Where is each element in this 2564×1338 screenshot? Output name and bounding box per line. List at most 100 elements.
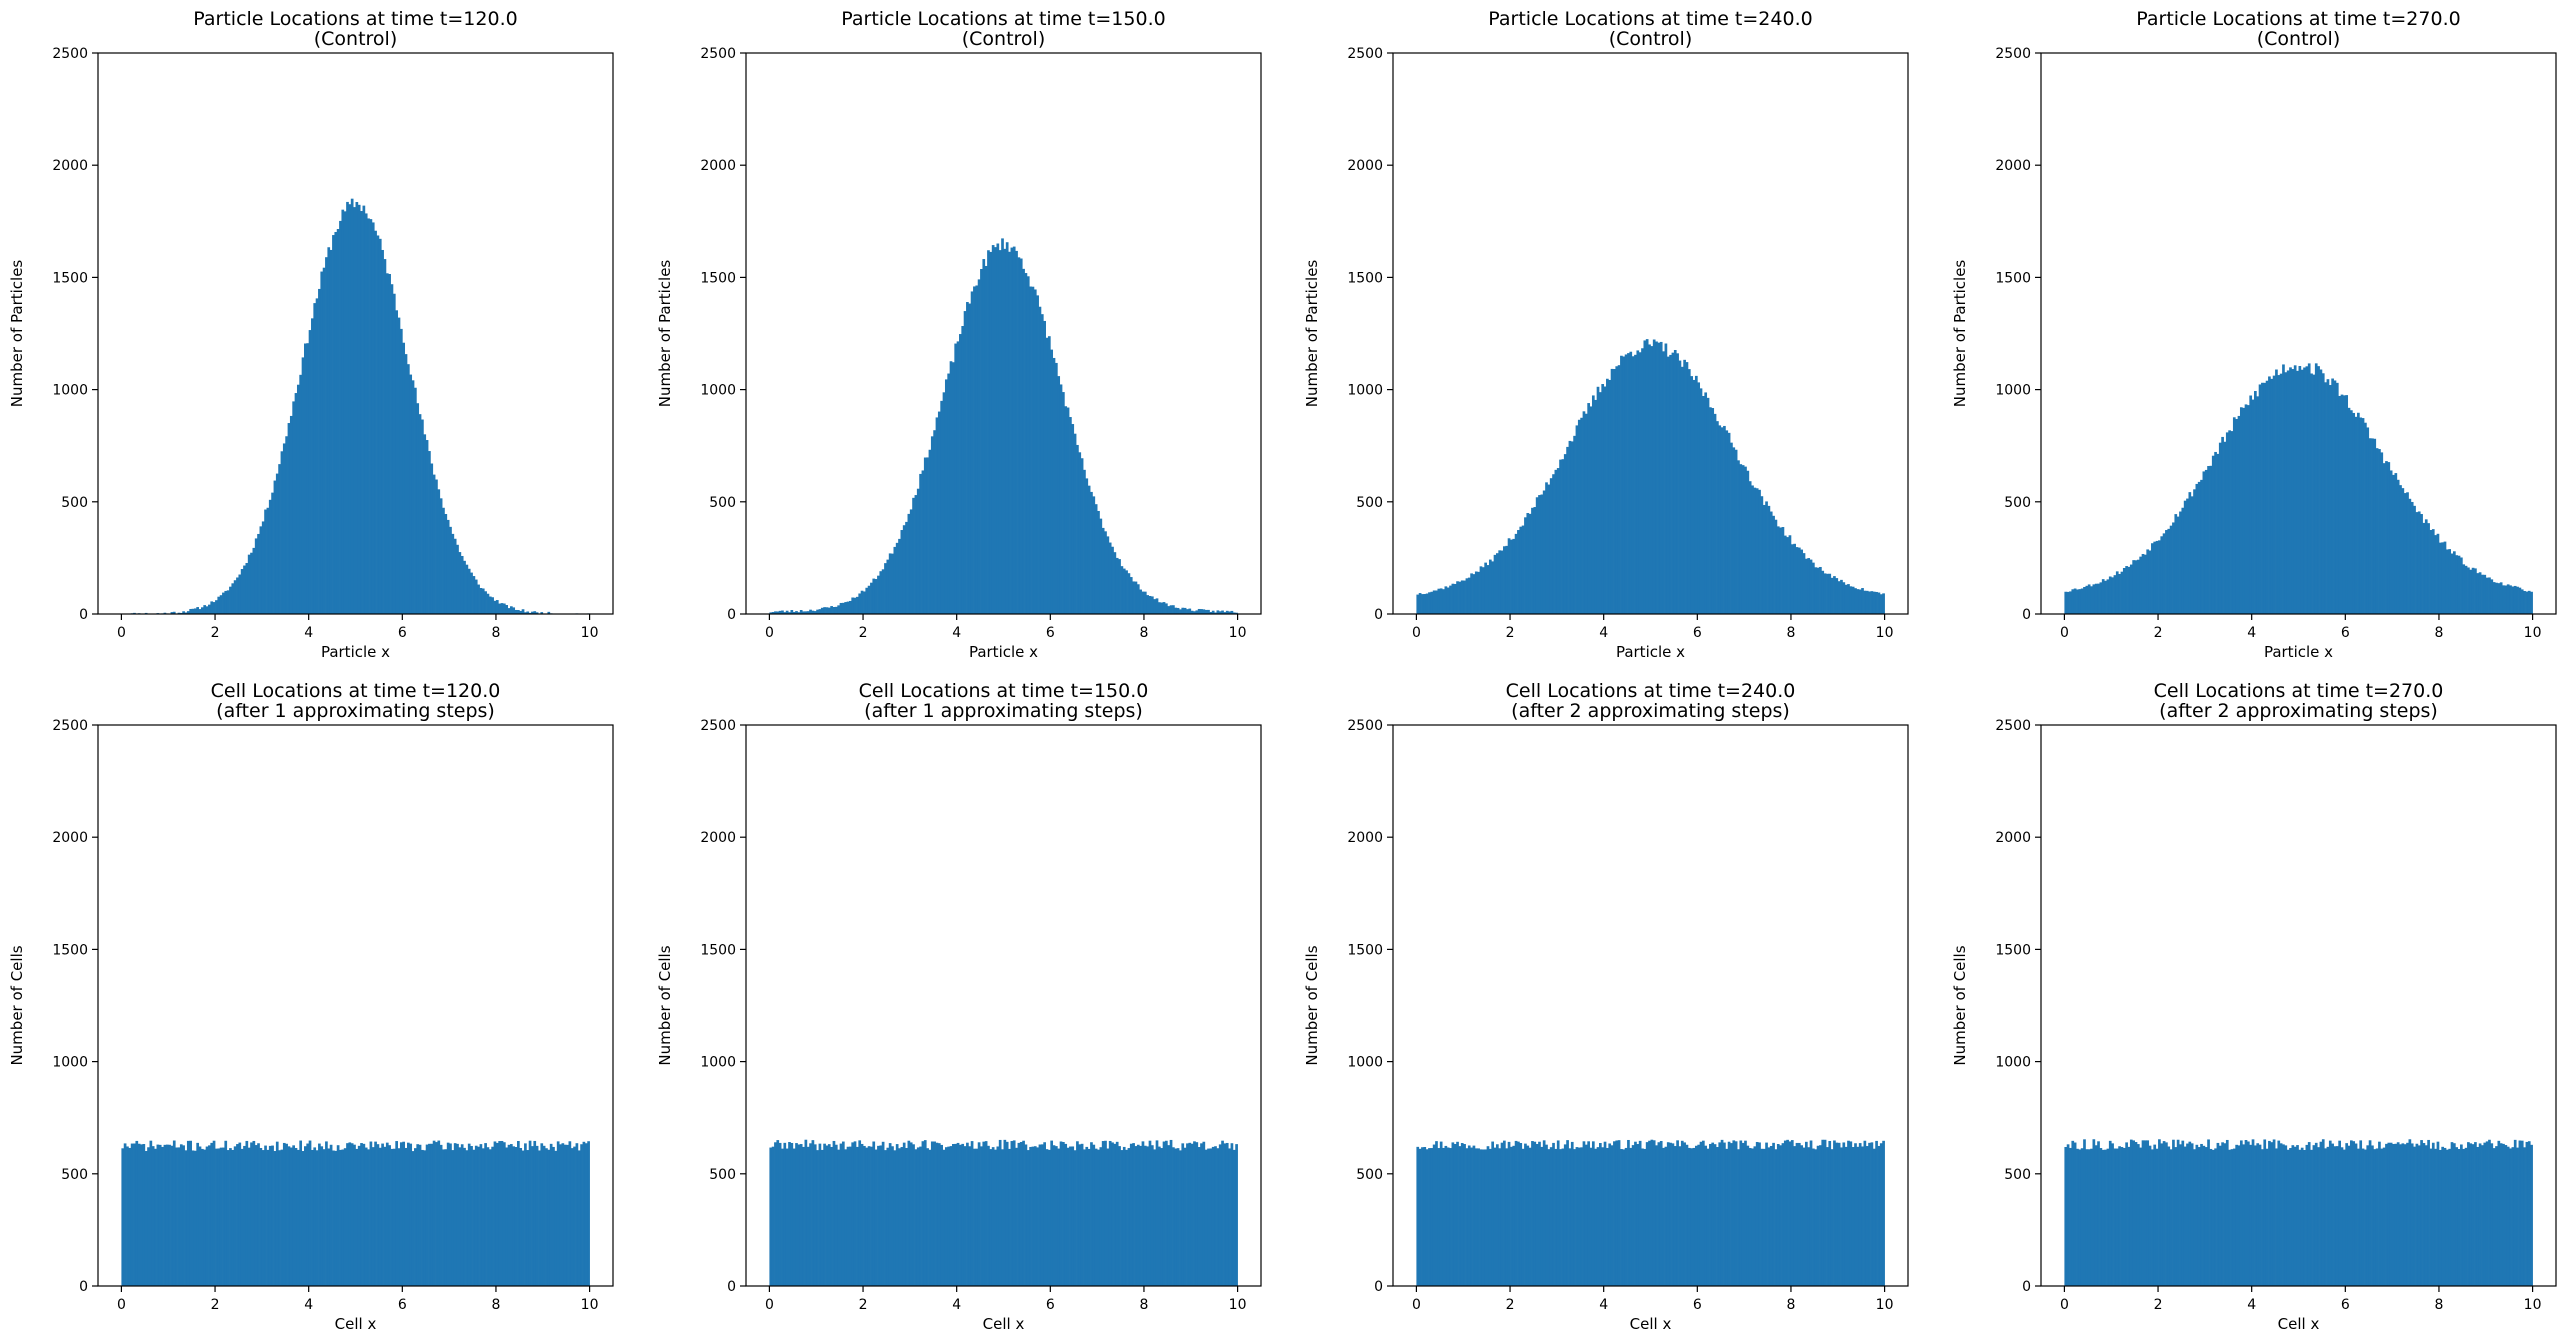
histogram-bar (1221, 610, 1224, 614)
histogram-bar (182, 611, 185, 614)
histogram-bar (2094, 583, 2098, 614)
histogram-bar (2268, 376, 2271, 614)
histogram-bar (502, 1142, 506, 1286)
histogram-bar (1176, 607, 1180, 614)
histogram-bar (902, 1142, 906, 1286)
histogram-bar (844, 602, 848, 614)
histogram-bar (510, 1144, 513, 1286)
histogram-bar (2445, 1149, 2449, 1286)
histogram-bar (271, 1145, 274, 1286)
histogram-bar (2457, 1149, 2461, 1286)
histogram-bar (229, 1148, 232, 1286)
histogram-bar (1010, 1141, 1014, 1286)
histogram-bar (2242, 1144, 2246, 1286)
histogram-bar (2167, 1146, 2171, 1286)
histogram-bar (507, 1144, 511, 1286)
histogram-bar (423, 434, 427, 614)
histogram-bar (1017, 257, 1021, 614)
chart-subtitle: (after 1 approximating steps) (864, 700, 1143, 722)
histogram-bar (1666, 356, 1670, 614)
histogram-bar (1575, 1147, 1579, 1286)
x-tick-label: 2 (859, 1297, 868, 1313)
histogram-bar (540, 612, 544, 614)
histogram-bar (1059, 384, 1063, 614)
x-tick-label: 0 (765, 625, 774, 641)
histogram-bar (2190, 496, 2194, 614)
histogram-bar (921, 470, 925, 614)
histogram-bar (2118, 1146, 2121, 1286)
histogram-bar (970, 1141, 974, 1286)
histogram-bar (1498, 550, 1502, 614)
histogram-bar (1493, 554, 1497, 614)
histogram-bar (2230, 1149, 2234, 1286)
histogram-bar (778, 1142, 782, 1286)
histogram-bar (1879, 1143, 1883, 1286)
histogram-bar (895, 1144, 899, 1286)
histogram-bar (2485, 577, 2489, 614)
histogram-bar (2122, 568, 2126, 614)
x-tick-label: 10 (1229, 625, 1247, 641)
histogram-bar (1573, 435, 1576, 614)
histogram-bar (2406, 492, 2409, 614)
histogram-bar (2141, 1140, 2145, 1286)
histogram-bar (1080, 458, 1084, 614)
histogram-bar (856, 596, 859, 614)
histogram-bar (1029, 1146, 1032, 1286)
histogram-bar (2399, 1144, 2402, 1286)
histogram-bar (353, 1144, 356, 1286)
histogram-bar (1071, 424, 1075, 614)
histogram-bar (2204, 1147, 2208, 1286)
histogram-bar (240, 1148, 244, 1286)
histogram-bar (540, 1143, 544, 1286)
histogram-bar (2080, 1148, 2084, 1286)
histogram-bar (1458, 1146, 1462, 1286)
histogram-bar (224, 590, 228, 614)
y-tick-label: 1500 (1995, 270, 2031, 286)
histogram-bar (1083, 1149, 1086, 1286)
x-tick-label: 4 (952, 625, 961, 641)
histogram-bar (1111, 546, 1114, 614)
histogram-bar (1064, 406, 1068, 614)
histogram-bar (2162, 1141, 2166, 1286)
histogram-bar (1882, 593, 1885, 614)
histogram-bar (1826, 1147, 1829, 1286)
histogram-bar (2111, 1143, 2114, 1286)
histogram-bar (1477, 1148, 1480, 1286)
histogram-bar (1076, 1141, 1079, 1286)
y-tick-label: 500 (1356, 495, 1383, 511)
histogram-bar (2415, 512, 2419, 614)
histogram-bar (2235, 1144, 2238, 1286)
histogram-bar (2523, 590, 2526, 614)
histogram-bar (414, 387, 417, 614)
histogram-bar (2104, 580, 2107, 614)
histogram-bar (208, 1145, 211, 1286)
histogram-bar (2197, 1147, 2201, 1286)
histogram-bar (1526, 1145, 1530, 1286)
histogram-bar (1195, 610, 1199, 614)
histogram-bar (827, 1144, 831, 1286)
histogram-bar (217, 596, 221, 614)
histogram-bar (444, 1149, 448, 1286)
histogram-bar (1059, 1141, 1063, 1286)
histogram-bar (1589, 1147, 1593, 1286)
y-tick-label: 2000 (1347, 830, 1383, 846)
histogram-bar (170, 612, 174, 614)
histogram-bar (388, 1145, 391, 1286)
histogram-bar (2307, 1142, 2311, 1286)
histogram-bar (1225, 610, 1229, 614)
histogram-bar (404, 1147, 408, 1286)
histogram-bar (2165, 1142, 2168, 1286)
histogram-bar (261, 1150, 265, 1286)
x-tick-label: 8 (1139, 625, 1148, 641)
histogram-bar (1657, 342, 1661, 614)
y-tick-label: 1000 (1347, 1055, 1383, 1071)
histogram-bar (2406, 1142, 2409, 1286)
histogram-bar (121, 1148, 125, 1286)
histogram-bar (1725, 430, 1729, 614)
histogram-bar (1181, 1143, 1185, 1286)
histogram-bar (1101, 527, 1105, 614)
histogram-bar (874, 579, 878, 614)
histogram-bar (1496, 553, 1499, 614)
